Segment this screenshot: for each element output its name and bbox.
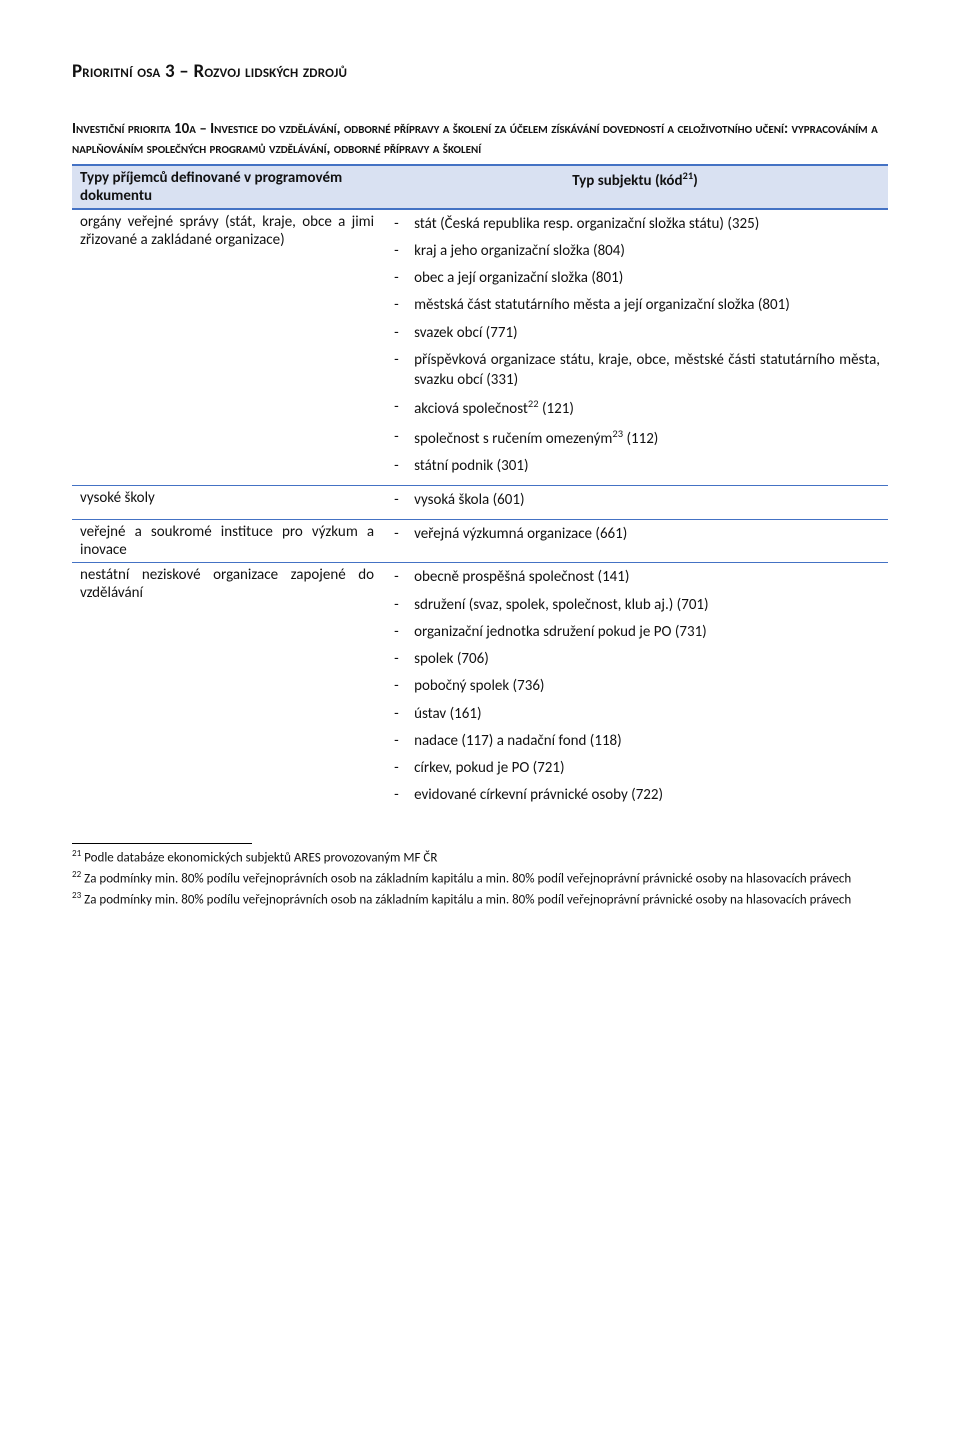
header-right-sup: 21 [683,169,694,182]
list-item: evidované církevní právnické osoby (722) [414,784,880,811]
footnote-23: 23 Za podmínky min. 80% podílu veřejnopr… [72,890,888,909]
subject-types: obecně prospěšná společnost (141)sdružen… [382,563,888,815]
list-item: ústav (161) [414,703,880,730]
table-header-row: Typy příjemců definované v programovém d… [72,165,888,209]
footnote-separator [72,843,252,844]
list-item: stát (Česká republika resp. organizační … [414,213,880,240]
footnotes: 21 Podle databáze ekonomických subjektů … [72,848,888,910]
list-item: příspěvková organizace státu, kraje, obc… [414,349,880,397]
subject-types: vysoká škola (601) [382,486,888,520]
list-item: sdružení (svaz, spolek, společnost, klub… [414,594,880,621]
table-row: orgány veřejné správy (stát, kraje, obce… [72,209,888,486]
list-item: obecně prospěšná společnost (141) [414,566,880,593]
table-row: veřejné a soukromé instituce pro výzkum … [72,520,888,563]
subject-types: stát (Česká republika resp. organizační … [382,209,888,486]
list-item: nadace (117) a nadační fond (118) [414,730,880,757]
list-item: společnost s ručením omezeným23 (112) [414,426,880,455]
list-item: městská část statutárního města a její o… [414,294,880,321]
recipient-type: orgány veřejné správy (stát, kraje, obce… [72,209,382,486]
subject-types: veřejná výzkumná organizace (661) [382,520,888,563]
footnote-22-text: Za podmínky min. 80% podílu veřejnoprávn… [84,871,851,886]
list-item: pobočný spolek (736) [414,675,880,702]
list-item: organizační jednotka sdružení pokud je P… [414,621,880,648]
list-item: akciová společnost22 (121) [414,396,880,425]
list-item: vysoká škola (601) [414,489,880,516]
list-item: církev, pokud je PO (721) [414,757,880,784]
table-row: vysoké školy vysoká škola (601) [72,486,888,520]
footnote-22: 22 Za podmínky min. 80% podílu veřejnopr… [72,869,888,888]
section-title: Prioritní osa 3 – Rozvoj lidských zdrojů [72,60,888,83]
priority-title: Investiční priorita 10a – Investice do v… [72,119,888,160]
list-item: svazek obcí (771) [414,322,880,349]
list-item: obec a její organizační složka (801) [414,267,880,294]
list-item: státní podnik (301) [414,455,880,482]
footnote-21-text: Podle databáze ekonomických subjektů ARE… [84,850,437,865]
table-row: nestátní neziskové organizace zapojené d… [72,563,888,815]
list-item: spolek (706) [414,648,880,675]
list-item: kraj a jeho organizační složka (804) [414,240,880,267]
header-right: Typ subjektu (kód21) [382,165,888,209]
header-right-suffix: ) [693,172,698,190]
recipient-type: veřejné a soukromé instituce pro výzkum … [72,520,382,563]
recipients-table: Typy příjemců definované v programovém d… [72,164,888,815]
recipient-type: nestátní neziskové organizace zapojené d… [72,563,382,815]
header-left: Typy příjemců definované v programovém d… [72,165,382,209]
footnote-21: 21 Podle databáze ekonomických subjektů … [72,848,888,867]
recipient-type: vysoké školy [72,486,382,520]
header-right-prefix: Typ subjektu (kód [572,172,682,190]
footnote-23-text: Za podmínky min. 80% podílu veřejnoprávn… [84,892,851,907]
list-item: veřejná výzkumná organizace (661) [414,523,880,550]
